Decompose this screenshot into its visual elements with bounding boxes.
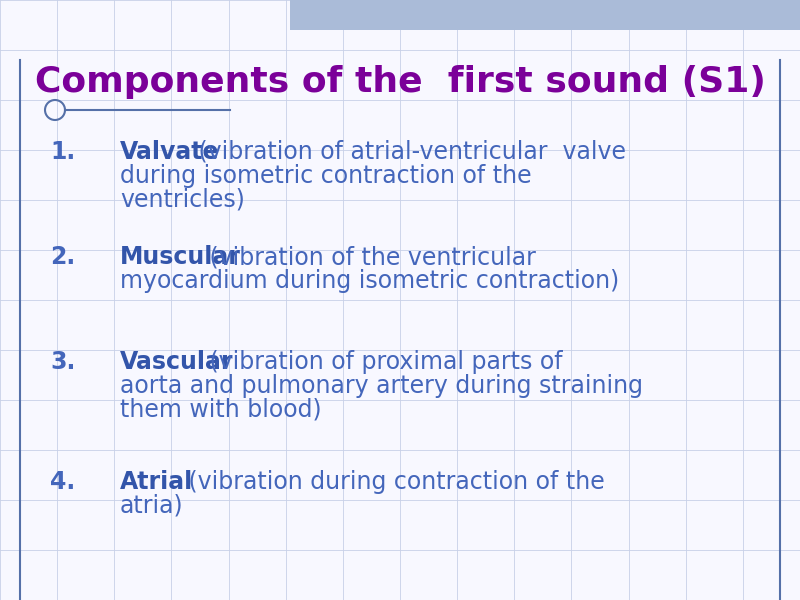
Text: 3.: 3. xyxy=(50,350,75,374)
Bar xyxy=(290,0,800,30)
Text: them with blood): them with blood) xyxy=(120,398,322,422)
Text: (vibration of proximal parts of: (vibration of proximal parts of xyxy=(202,350,562,374)
Text: Valvate: Valvate xyxy=(120,140,219,164)
Text: aorta and pulmonary artery during straining: aorta and pulmonary artery during strain… xyxy=(120,374,643,398)
Text: atria): atria) xyxy=(120,494,184,518)
Text: (vibration of atrial-ventricular  valve: (vibration of atrial-ventricular valve xyxy=(191,140,626,164)
Text: myocardium during isometric contraction): myocardium during isometric contraction) xyxy=(120,269,619,293)
Text: (vibration of the ventricular: (vibration of the ventricular xyxy=(202,245,535,269)
Text: 2.: 2. xyxy=(50,245,75,269)
Text: 1.: 1. xyxy=(50,140,75,164)
Text: Muscular: Muscular xyxy=(120,245,241,269)
Text: Atrial: Atrial xyxy=(120,470,194,494)
Text: Components of the  first sound (S1): Components of the first sound (S1) xyxy=(35,65,766,99)
Text: Vascular: Vascular xyxy=(120,350,234,374)
Text: 4.: 4. xyxy=(50,470,75,494)
Text: (vibration during contraction of the: (vibration during contraction of the xyxy=(181,470,605,494)
Text: during isometric contraction of the: during isometric contraction of the xyxy=(120,164,532,188)
Text: ventricles): ventricles) xyxy=(120,188,245,212)
